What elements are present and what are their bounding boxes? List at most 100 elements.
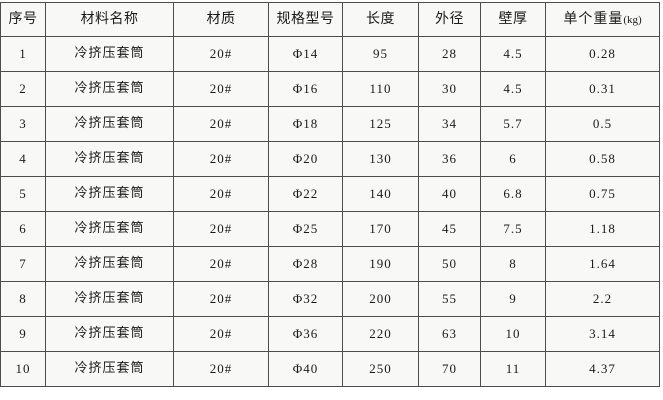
column-header-unit-weight: 单个重量(kg) (545, 2, 660, 37)
cell-outer-diameter: 45 (418, 211, 481, 247)
cell-wall-thickness: 8 (480, 246, 546, 282)
table-row: 6 冷挤压套筒 20# Φ25 170 45 7.5 1.18 (0, 211, 660, 247)
cell-outer-diameter: 34 (418, 106, 481, 142)
cell-unit-weight: 1.18 (545, 211, 660, 247)
cell-material: 20# (173, 246, 269, 282)
cell-spec-model: Φ20 (268, 141, 343, 177)
cell-sequence: 3 (0, 106, 46, 142)
table-header-row: 序号 材料名称 材质 规格型号 长度 外径 壁厚 单个重量(kg) (0, 2, 660, 37)
cell-material-name: 冷挤压套筒 (45, 211, 174, 247)
table-row: 2 冷挤压套筒 20# Φ16 110 30 4.5 0.31 (0, 71, 660, 107)
cell-spec-model: Φ22 (268, 176, 343, 212)
table-row: 5 冷挤压套筒 20# Φ22 140 40 6.8 0.75 (0, 176, 660, 212)
material-specification-table: 序号 材料名称 材质 规格型号 长度 外径 壁厚 单个重量(kg) 1 冷挤压套筒… (0, 2, 660, 387)
cell-material-name: 冷挤压套筒 (45, 141, 174, 177)
cell-spec-model: Φ18 (268, 106, 343, 142)
cell-spec-model: Φ32 (268, 281, 343, 317)
cell-unit-weight: 0.31 (545, 71, 660, 107)
cell-material: 20# (173, 141, 269, 177)
cell-unit-weight: 0.58 (545, 141, 660, 177)
cell-unit-weight: 1.64 (545, 246, 660, 282)
cell-material-name: 冷挤压套筒 (45, 351, 174, 387)
column-header-sequence: 序号 (0, 2, 46, 37)
cell-material: 20# (173, 316, 269, 352)
cell-material: 20# (173, 36, 269, 72)
cell-material: 20# (173, 176, 269, 212)
cell-unit-weight: 0.5 (545, 106, 660, 142)
cell-length: 170 (342, 211, 419, 247)
cell-unit-weight: 0.28 (545, 36, 660, 72)
cell-unit-weight: 0.75 (545, 176, 660, 212)
cell-spec-model: Φ25 (268, 211, 343, 247)
cell-sequence: 5 (0, 176, 46, 212)
cell-spec-model: Φ28 (268, 246, 343, 282)
cell-spec-model: Φ14 (268, 36, 343, 72)
cell-sequence: 1 (0, 36, 46, 72)
cell-wall-thickness: 7.5 (480, 211, 546, 247)
table-row: 9 冷挤压套筒 20# Φ36 220 63 10 3.14 (0, 316, 660, 352)
cell-sequence: 2 (0, 71, 46, 107)
cell-wall-thickness: 11 (480, 351, 546, 387)
cell-outer-diameter: 28 (418, 36, 481, 72)
cell-length: 110 (342, 71, 419, 107)
cell-wall-thickness: 4.5 (480, 36, 546, 72)
cell-outer-diameter: 30 (418, 71, 481, 107)
cell-unit-weight: 3.14 (545, 316, 660, 352)
column-header-wall-thickness: 壁厚 (480, 2, 546, 37)
table-body: 1 冷挤压套筒 20# Φ14 95 28 4.5 0.28 2 冷挤压套筒 20# Φ16 110 30… (0, 36, 660, 387)
cell-sequence: 4 (0, 141, 46, 177)
cell-spec-model: Φ36 (268, 316, 343, 352)
column-header-length: 长度 (342, 2, 419, 37)
spec-table-container: 序号 材料名称 材质 规格型号 长度 外径 壁厚 单个重量(kg) 1 冷挤压套筒… (0, 2, 660, 387)
column-header-outer-diameter: 外径 (418, 2, 481, 37)
cell-length: 125 (342, 106, 419, 142)
cell-outer-diameter: 55 (418, 281, 481, 317)
table-row: 3 冷挤压套筒 20# Φ18 125 34 5.7 0.5 (0, 106, 660, 142)
cell-unit-weight: 2.2 (545, 281, 660, 317)
cell-outer-diameter: 63 (418, 316, 481, 352)
column-header-material-name: 材料名称 (45, 2, 174, 37)
cell-wall-thickness: 5.7 (480, 106, 546, 142)
unit-weight-unit: (kg) (623, 13, 642, 26)
cell-length: 220 (342, 316, 419, 352)
cell-outer-diameter: 36 (418, 141, 481, 177)
table-row: 7 冷挤压套筒 20# Φ28 190 50 8 1.64 (0, 246, 660, 282)
cell-sequence: 7 (0, 246, 46, 282)
cell-length: 190 (342, 246, 419, 282)
cell-sequence: 6 (0, 211, 46, 247)
cell-material-name: 冷挤压套筒 (45, 71, 174, 107)
column-header-spec-model: 规格型号 (268, 2, 343, 37)
unit-weight-label: 单个重量 (563, 10, 624, 27)
cell-outer-diameter: 70 (418, 351, 481, 387)
table-row: 4 冷挤压套筒 20# Φ20 130 36 6 0.58 (0, 141, 660, 177)
cell-spec-model: Φ16 (268, 71, 343, 107)
cell-wall-thickness: 6 (480, 141, 546, 177)
cell-material: 20# (173, 106, 269, 142)
column-header-material: 材质 (173, 2, 269, 37)
cell-length: 95 (342, 36, 419, 72)
cell-length: 250 (342, 351, 419, 387)
cell-wall-thickness: 9 (480, 281, 546, 317)
table-row: 1 冷挤压套筒 20# Φ14 95 28 4.5 0.28 (0, 36, 660, 72)
cell-outer-diameter: 40 (418, 176, 481, 212)
cell-length: 140 (342, 176, 419, 212)
cell-material-name: 冷挤压套筒 (45, 281, 174, 317)
cell-sequence: 9 (0, 316, 46, 352)
cell-material-name: 冷挤压套筒 (45, 246, 174, 282)
cell-material: 20# (173, 211, 269, 247)
cell-material: 20# (173, 351, 269, 387)
cell-length: 130 (342, 141, 419, 177)
cell-material-name: 冷挤压套筒 (45, 106, 174, 142)
cell-sequence: 8 (0, 281, 46, 317)
cell-spec-model: Φ40 (268, 351, 343, 387)
cell-wall-thickness: 6.8 (480, 176, 546, 212)
cell-wall-thickness: 4.5 (480, 71, 546, 107)
cell-outer-diameter: 50 (418, 246, 481, 282)
cell-material-name: 冷挤压套筒 (45, 36, 174, 72)
cell-material-name: 冷挤压套筒 (45, 176, 174, 212)
cell-material: 20# (173, 71, 269, 107)
cell-material-name: 冷挤压套筒 (45, 316, 174, 352)
cell-length: 200 (342, 281, 419, 317)
cell-unit-weight: 4.37 (545, 351, 660, 387)
table-row: 10 冷挤压套筒 20# Φ40 250 70 11 4.37 (0, 351, 660, 387)
